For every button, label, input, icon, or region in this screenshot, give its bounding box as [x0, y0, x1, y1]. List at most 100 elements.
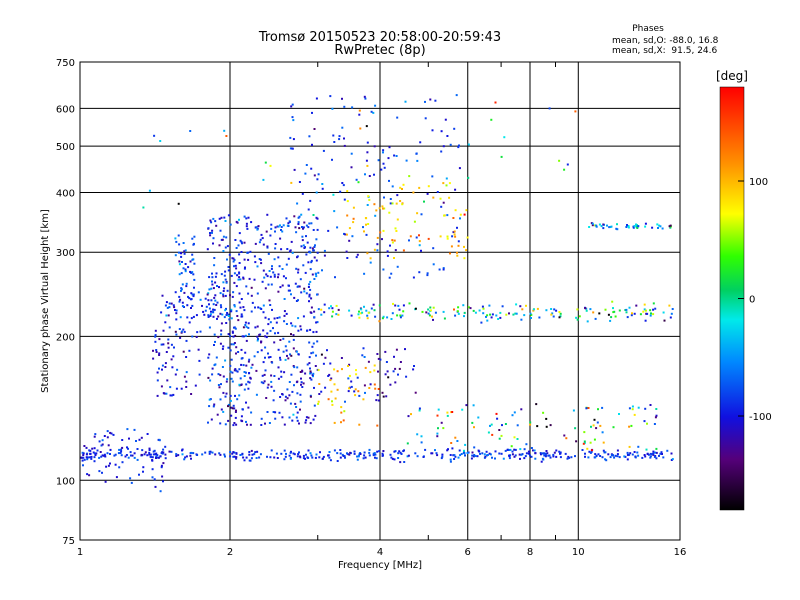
data-point	[587, 456, 590, 459]
data-point	[278, 265, 281, 268]
data-point	[208, 398, 211, 401]
data-point	[121, 446, 124, 449]
data-point	[231, 371, 234, 374]
data-point	[237, 244, 240, 247]
data-point	[308, 283, 311, 286]
data-point	[631, 408, 634, 411]
data-point	[214, 281, 217, 284]
data-point	[202, 310, 205, 313]
data-point	[391, 241, 394, 244]
data-point	[316, 228, 319, 231]
data-point	[348, 309, 351, 312]
data-point	[604, 451, 607, 454]
data-point	[386, 316, 389, 319]
data-point	[231, 330, 234, 333]
data-point	[588, 450, 591, 453]
data-point	[283, 320, 286, 323]
data-point	[508, 457, 511, 460]
data-point	[520, 453, 523, 456]
data-point	[315, 97, 318, 100]
data-point	[222, 235, 225, 238]
data-point	[661, 227, 664, 230]
data-point	[513, 448, 516, 451]
data-point	[313, 246, 316, 248]
data-point	[654, 416, 657, 419]
data-point	[285, 277, 287, 280]
data-point	[160, 343, 163, 346]
data-point	[336, 226, 339, 229]
data-point	[179, 252, 182, 255]
data-point	[532, 308, 535, 311]
data-point	[288, 340, 291, 343]
data-point	[198, 373, 201, 376]
data-point	[316, 251, 319, 254]
data-point	[656, 223, 659, 226]
data-point	[382, 162, 385, 165]
data-point	[291, 324, 294, 327]
data-point	[232, 451, 235, 454]
data-point	[310, 222, 313, 225]
data-point	[365, 159, 368, 162]
data-point	[274, 411, 277, 414]
data-point	[466, 452, 469, 454]
data-point	[118, 448, 121, 451]
data-point	[180, 272, 183, 275]
data-point	[402, 183, 405, 186]
data-point	[639, 313, 642, 316]
data-point	[295, 300, 298, 302]
data-point	[164, 445, 167, 448]
data-point	[128, 437, 130, 440]
data-point	[626, 451, 629, 454]
data-point	[534, 452, 537, 455]
data-point	[514, 312, 517, 315]
data-point	[340, 357, 343, 359]
data-point	[647, 453, 650, 456]
data-point	[612, 307, 614, 310]
data-point	[520, 318, 523, 321]
data-point	[232, 260, 235, 263]
data-point	[519, 457, 521, 460]
data-point	[308, 362, 311, 365]
data-point	[225, 135, 228, 137]
data-point	[456, 310, 459, 313]
y-tick-label: 100	[56, 476, 75, 487]
data-point	[148, 447, 151, 450]
data-point	[353, 452, 356, 455]
data-point	[162, 451, 165, 454]
data-point	[256, 228, 259, 231]
data-point	[105, 465, 108, 468]
data-point	[659, 225, 662, 228]
data-point	[339, 456, 342, 459]
data-point	[219, 342, 222, 345]
data-point	[379, 231, 382, 234]
data-point	[359, 312, 362, 315]
data-point	[559, 315, 562, 318]
data-point	[558, 316, 561, 319]
data-point	[376, 243, 379, 246]
data-point	[397, 452, 400, 455]
data-point	[535, 403, 538, 406]
data-point	[189, 454, 192, 457]
data-point	[191, 237, 194, 240]
data-point	[412, 368, 415, 371]
data-point	[161, 364, 164, 367]
data-point	[175, 333, 178, 336]
data-point	[322, 149, 325, 152]
data-point	[490, 423, 493, 426]
data-point	[669, 224, 672, 227]
data-point	[355, 256, 358, 259]
data-point	[449, 454, 452, 456]
data-point	[361, 354, 364, 357]
data-point	[130, 454, 132, 457]
data-point	[222, 290, 225, 292]
data-point	[193, 278, 196, 281]
data-point	[315, 354, 317, 357]
data-point	[243, 258, 246, 261]
data-point	[335, 304, 338, 307]
data-point	[538, 316, 541, 319]
data-point	[306, 363, 309, 366]
data-point	[625, 226, 628, 228]
data-point	[308, 356, 311, 359]
data-point	[401, 203, 404, 206]
data-point	[357, 313, 360, 316]
